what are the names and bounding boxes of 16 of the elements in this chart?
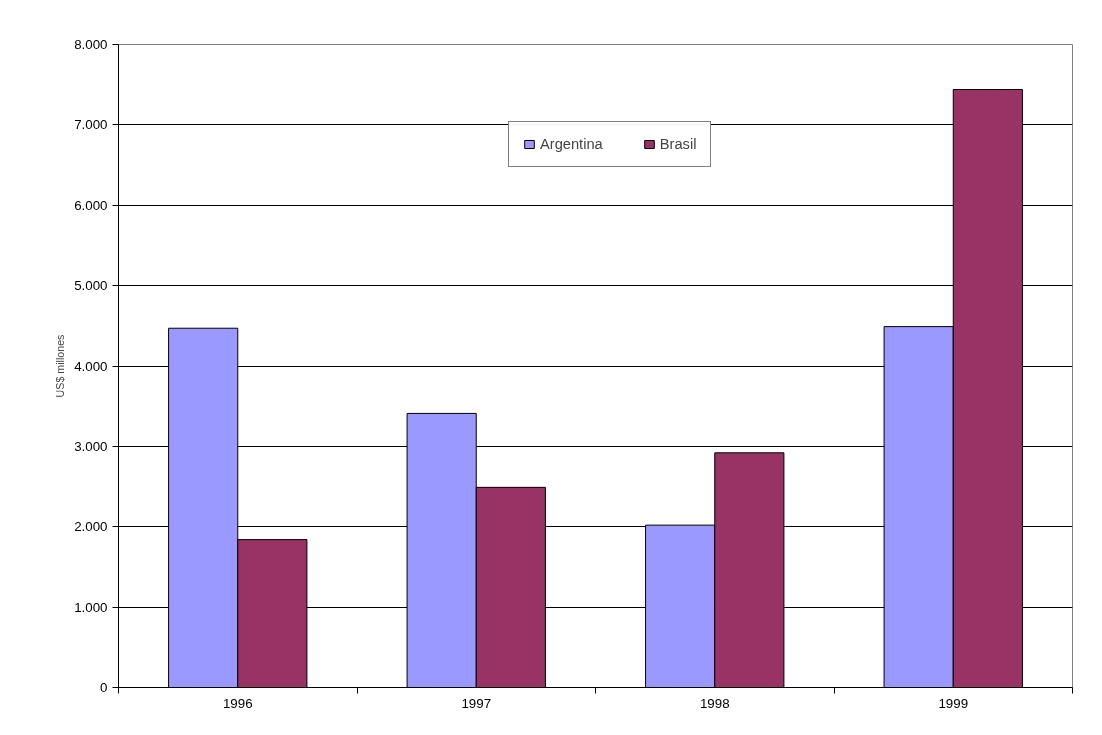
y-tick-label: 0 [100, 680, 108, 695]
y-tick-label: 5.000 [74, 278, 108, 294]
legend-label: Brasil [659, 136, 697, 152]
x-tick-label: 1996 [222, 695, 253, 711]
y-axis-title: US$ millones [54, 334, 67, 398]
x-tick-label: 1999 [938, 695, 969, 711]
y-tick-label: 6.000 [74, 197, 108, 213]
x-tick-label: 1998 [699, 695, 730, 711]
y-tick-label: 1.000 [74, 599, 108, 615]
y-tick-label: 8.000 [74, 37, 108, 52]
y-tick-label: 3.000 [74, 438, 108, 454]
y-tick-label: 4.000 [74, 358, 108, 374]
legend-label: Argentina [540, 136, 603, 152]
x-tick-label: 1997 [461, 695, 492, 711]
y-tick-label: 7.000 [74, 117, 108, 133]
y-tick-label: 2.000 [74, 519, 108, 535]
